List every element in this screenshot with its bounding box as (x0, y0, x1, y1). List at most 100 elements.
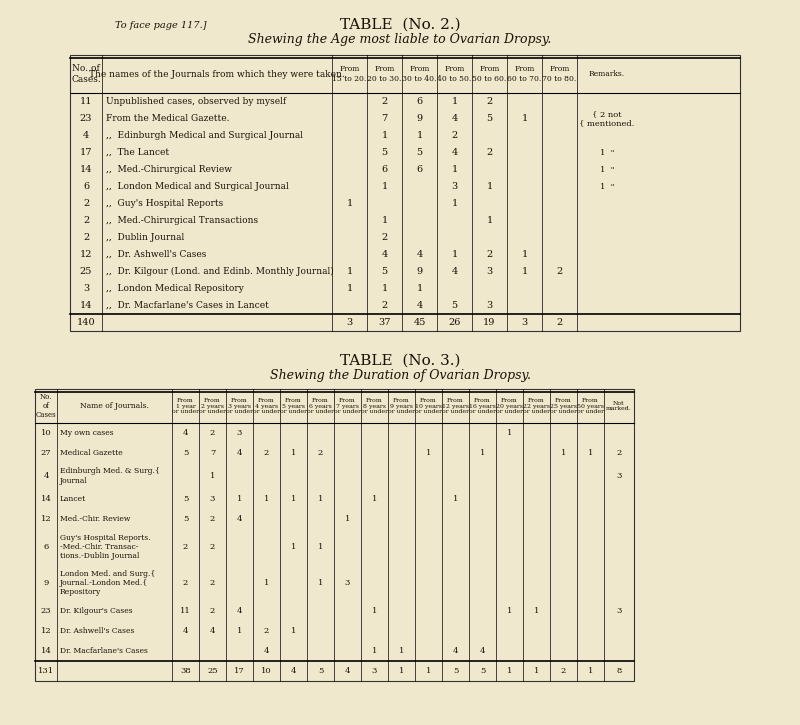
Text: 1: 1 (291, 543, 296, 551)
Text: 25: 25 (80, 267, 92, 276)
Text: 11: 11 (80, 97, 92, 106)
Text: ,,  The Lancet: ,, The Lancet (106, 148, 169, 157)
Text: 3: 3 (616, 472, 622, 480)
Text: ,,  Dr. Ashwell's Cases: ,, Dr. Ashwell's Cases (106, 250, 206, 259)
Text: Guy's Hospital Reports.
-Med.-Chir. Transac-
tions.-Dublin Journal: Guy's Hospital Reports. -Med.-Chir. Tran… (60, 534, 150, 560)
Text: From
6 years
or under: From 6 years or under (307, 398, 334, 414)
Text: From
7 years
or under: From 7 years or under (334, 398, 361, 414)
Text: 5: 5 (480, 667, 485, 675)
Text: 12: 12 (80, 250, 92, 259)
Text: Edinburgh Med. & Surg.{
Journal: Edinburgh Med. & Surg.{ Journal (60, 468, 160, 484)
Text: From
50 to 60.: From 50 to 60. (472, 65, 506, 83)
Text: 12: 12 (41, 515, 51, 523)
Text: 1: 1 (237, 495, 242, 503)
Text: Name of Journals.: Name of Journals. (80, 402, 149, 410)
Text: 2: 2 (382, 301, 388, 310)
Text: 4: 4 (416, 301, 422, 310)
Text: Lancet: Lancet (60, 495, 86, 503)
Text: 1: 1 (486, 216, 493, 225)
Text: Dr. Ashwell's Cases: Dr. Ashwell's Cases (60, 627, 134, 635)
Text: { 2 not
{ mentioned.: { 2 not { mentioned. (579, 110, 634, 127)
Text: 2: 2 (183, 543, 188, 551)
Text: From
15 to 20.: From 15 to 20. (332, 65, 366, 83)
Text: 1: 1 (588, 449, 593, 457)
Text: From the Medical Gazette.: From the Medical Gazette. (106, 114, 230, 123)
Text: 2: 2 (83, 216, 89, 225)
Text: From
22 years
or under: From 22 years or under (523, 398, 550, 414)
Text: 45: 45 (414, 318, 426, 327)
Text: 8: 8 (616, 667, 622, 675)
Text: 1: 1 (561, 449, 566, 457)
Text: 4: 4 (290, 667, 296, 675)
Text: Medical Gazette: Medical Gazette (60, 449, 122, 457)
Text: 1: 1 (507, 607, 512, 615)
Text: 3: 3 (451, 182, 458, 191)
Text: 1: 1 (453, 495, 458, 503)
Text: 14: 14 (41, 495, 51, 503)
Text: From
2 years
or under: From 2 years or under (199, 398, 226, 414)
Text: 9: 9 (43, 579, 49, 587)
Text: 6: 6 (382, 165, 387, 174)
Text: 4: 4 (453, 647, 458, 655)
Text: 2: 2 (264, 627, 269, 635)
Text: 1: 1 (346, 267, 353, 276)
Text: 1: 1 (264, 495, 269, 503)
Text: 2: 2 (556, 267, 562, 276)
Text: 1: 1 (382, 216, 388, 225)
Text: 1: 1 (291, 449, 296, 457)
Text: 23: 23 (41, 607, 51, 615)
Text: 1: 1 (522, 114, 528, 123)
Text: Shewing the Age most liable to Ovarian Dropsy.: Shewing the Age most liable to Ovarian D… (248, 33, 552, 46)
Text: 1: 1 (210, 472, 215, 480)
Text: 1: 1 (486, 182, 493, 191)
Text: 1: 1 (237, 627, 242, 635)
Text: 2: 2 (451, 131, 458, 140)
Text: From
9 years
or under: From 9 years or under (388, 398, 415, 414)
Text: 14: 14 (41, 647, 51, 655)
Text: 131: 131 (38, 667, 54, 675)
Text: ,,  Dr. Macfarlane's Cases in Lancet: ,, Dr. Macfarlane's Cases in Lancet (106, 301, 269, 310)
Text: 1: 1 (318, 495, 323, 503)
Text: 4: 4 (237, 449, 242, 457)
Text: 1: 1 (426, 449, 431, 457)
Text: ,,  Dublin Journal: ,, Dublin Journal (106, 233, 184, 242)
Text: No.
of
Cases: No. of Cases (36, 393, 56, 419)
Bar (35, 389, 634, 681)
Text: 7: 7 (210, 449, 215, 457)
Text: 1: 1 (451, 250, 458, 259)
Text: 3: 3 (345, 579, 350, 587)
Text: 14: 14 (80, 301, 92, 310)
Text: 2: 2 (561, 667, 566, 675)
Text: 4: 4 (83, 131, 89, 140)
Text: 2: 2 (318, 449, 323, 457)
Text: 2: 2 (486, 250, 493, 259)
Text: From
4 years
or under: From 4 years or under (253, 398, 280, 414)
Text: Unpublished cases, observed by myself: Unpublished cases, observed by myself (106, 97, 286, 106)
Text: From
60 to 70.: From 60 to 70. (507, 65, 542, 83)
Text: 1  ": 1 " (600, 165, 614, 173)
Text: ,,  Med.-Chirurgical Transactions: ,, Med.-Chirurgical Transactions (106, 216, 258, 225)
Text: From
20 years
or under: From 20 years or under (496, 398, 523, 414)
Text: 1  ": 1 " (600, 183, 614, 191)
Text: 4: 4 (345, 667, 350, 675)
Text: No. of
Cases.: No. of Cases. (71, 65, 101, 83)
Text: Dr. Kilgour's Cases: Dr. Kilgour's Cases (60, 607, 133, 615)
Text: 1: 1 (480, 449, 485, 457)
Text: 2: 2 (210, 579, 215, 587)
Text: 1: 1 (507, 429, 512, 437)
Text: 19: 19 (483, 318, 496, 327)
Text: 2: 2 (486, 97, 493, 106)
Text: 5: 5 (417, 148, 422, 157)
Text: 3: 3 (210, 495, 215, 503)
Text: 3: 3 (522, 318, 528, 327)
Text: 5: 5 (183, 495, 188, 503)
Text: 5: 5 (382, 267, 387, 276)
Text: ,,  London Medical and Surgical Journal: ,, London Medical and Surgical Journal (106, 182, 289, 191)
Text: 6: 6 (43, 543, 49, 551)
Text: 1: 1 (522, 250, 528, 259)
Text: ,,  London Medical Repository: ,, London Medical Repository (106, 284, 244, 293)
Text: 1  ": 1 " (600, 149, 614, 157)
Text: 17: 17 (80, 148, 92, 157)
Text: 2: 2 (83, 233, 89, 242)
Text: 11: 11 (180, 607, 191, 615)
